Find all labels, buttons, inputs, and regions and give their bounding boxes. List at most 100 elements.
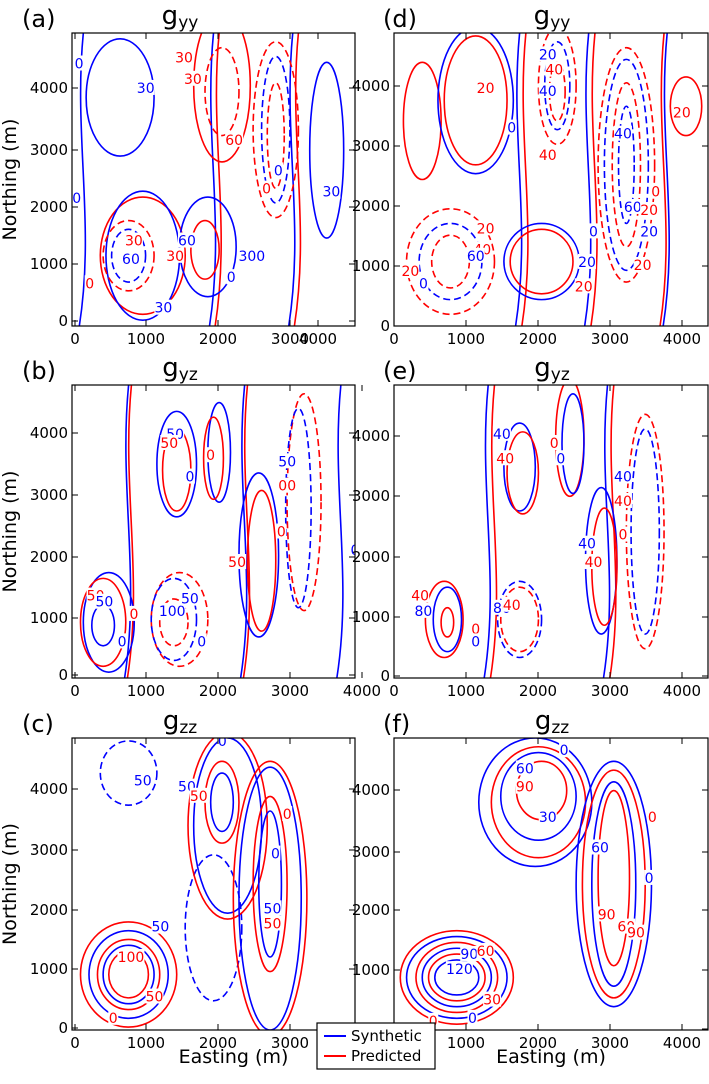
contour-label-bg <box>276 523 287 539</box>
contour-label-bg <box>158 602 186 618</box>
panel-title: gzz <box>535 706 569 738</box>
contour-line <box>96 938 161 1011</box>
x-tick-label: 4000 <box>663 682 701 700</box>
contour-label: 0 <box>185 470 194 486</box>
contour-line <box>415 941 499 1014</box>
y-tick-label: 3000 <box>352 487 390 505</box>
contour-label-bg <box>145 988 164 1004</box>
panel-label: (a) <box>22 5 55 33</box>
contour-label-bg <box>644 869 655 885</box>
contour-label: 0 <box>109 1011 118 1027</box>
plot-frame <box>393 384 709 679</box>
contour-line <box>260 55 291 204</box>
panel-2: 2040402004040200602020204060020202020001… <box>352 1 709 348</box>
panel-title-main: g <box>535 706 552 736</box>
contour-line-zero <box>514 33 523 326</box>
contour-label-bg <box>322 183 341 199</box>
x-tick-label: 0 <box>70 682 80 700</box>
contour-label-bg <box>166 247 185 263</box>
contour-label: 50 <box>264 917 282 933</box>
contour-label-bg <box>597 906 616 922</box>
contour-line <box>421 947 493 1008</box>
contour-line <box>630 428 661 635</box>
contour-label-bg <box>183 70 202 86</box>
y-tick-label: 4000 <box>30 780 68 798</box>
contour-label-bg <box>189 787 208 803</box>
contour-label-bg <box>476 220 495 236</box>
contour-label: 40 <box>614 127 632 143</box>
contour-line <box>537 33 577 146</box>
legend: Synthetic Predicted <box>316 1022 436 1070</box>
contour-label-bg <box>133 772 152 788</box>
contour-label: 30 <box>137 81 155 97</box>
contour-label-bg <box>154 299 173 315</box>
y-tick-label: 1000 <box>352 608 390 626</box>
contour-label-bg <box>108 1009 119 1025</box>
contour-label: 30 <box>175 50 193 66</box>
contour-label: 0 <box>645 871 654 887</box>
contour-label-bg <box>263 915 282 931</box>
panel-5: 5050500005050501005000100020003000400100… <box>0 706 360 1068</box>
contour-line <box>202 416 225 501</box>
contour-label-bg <box>650 183 661 199</box>
contour-line-zero <box>214 33 222 326</box>
y-tick-label: 0 <box>58 1019 68 1037</box>
contour-line-zero <box>123 385 132 678</box>
y-tick-label: 2000 <box>352 197 390 215</box>
x-tick-label: 4000 <box>663 330 701 348</box>
contour-label: 50 <box>134 774 152 790</box>
contour-label: 60 <box>624 200 642 216</box>
contour-label-bg <box>418 275 429 291</box>
contour-label-bg <box>238 247 266 263</box>
contour-label-bg <box>270 845 281 861</box>
contour-line <box>246 489 277 632</box>
contour-line <box>432 586 463 653</box>
x-tick-label: 4000 <box>299 330 337 348</box>
contour-area: 50500050000500505001005000 <box>79 385 355 678</box>
contour-line <box>402 61 442 181</box>
contour-line <box>543 40 571 131</box>
contour-label: 0 <box>75 57 84 73</box>
contour-label: 0 <box>648 810 657 826</box>
contour-line <box>437 33 515 175</box>
contour-label: 0 <box>471 622 480 638</box>
x-tick-label: 0 <box>389 682 399 700</box>
y-tick-label: 3000 <box>352 843 390 861</box>
x-tick-label: 2000 <box>519 1034 557 1052</box>
contour-label: 50 <box>96 595 114 611</box>
contour-label: 60 <box>516 761 534 777</box>
contour-line <box>192 738 263 914</box>
contour-label: 0 <box>197 634 206 650</box>
contour-label-bg <box>613 492 632 508</box>
x-tick-label: 0 <box>389 330 399 348</box>
contour-label: 0 <box>271 847 280 863</box>
x-tick-label: 1000 <box>447 1034 485 1052</box>
x-tick-label: 1000 <box>127 1034 165 1052</box>
contour-line-zero <box>659 33 667 326</box>
panel-6: 0609030060090609090601203000010002000300… <box>352 706 709 1068</box>
contour-line <box>499 751 577 842</box>
contour-label-bg <box>467 1009 478 1025</box>
contour-label-bg <box>470 633 481 649</box>
x-tick-label: 1000 <box>127 330 165 348</box>
contour-line <box>405 208 496 316</box>
contour-line <box>434 959 480 996</box>
contour-line <box>102 219 155 292</box>
contour-label: 100 <box>159 604 186 620</box>
contour-label: 30 <box>154 301 172 317</box>
contour-line <box>496 580 543 659</box>
contour-label: 0 <box>556 451 565 467</box>
contour-label-bg <box>470 621 481 637</box>
contour-label-bg <box>588 223 599 239</box>
panel-title-main: g <box>163 706 180 736</box>
contour-label: 0 <box>72 191 81 207</box>
contour-label: 30 <box>184 72 202 88</box>
contour-line <box>506 431 540 515</box>
panel-label: (f) <box>383 710 410 738</box>
contour-label: 20 <box>575 279 593 295</box>
contour-line <box>561 392 585 495</box>
contour-label-bg <box>228 554 247 570</box>
